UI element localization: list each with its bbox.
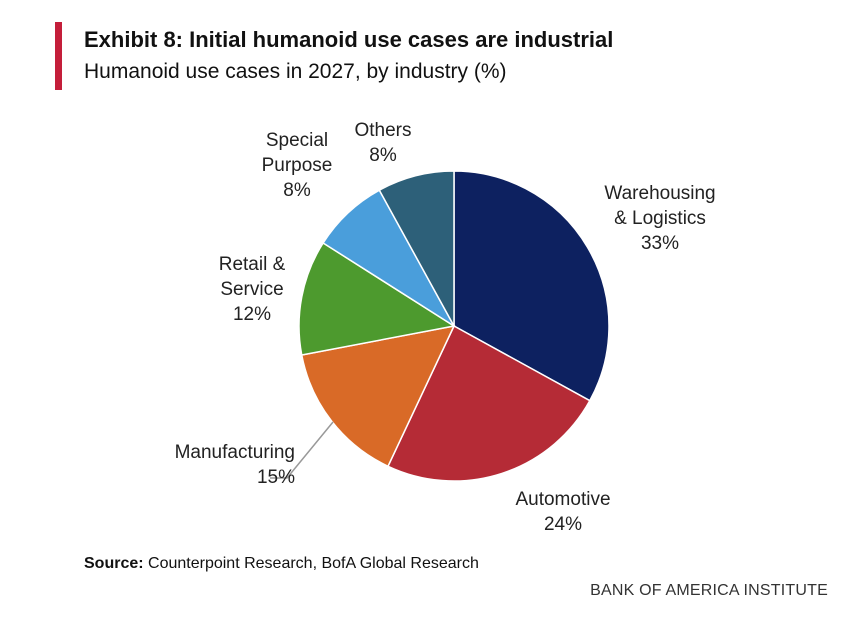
pie-slice [300,324,456,468]
pie-slice [387,324,591,482]
slice-category-label: Manufacturing [175,442,295,463]
slice-value-label: 33% [641,233,679,254]
slice-label: Special Purpose 8% [262,130,333,201]
pie-slice [298,241,457,356]
chart-title: Exhibit 8: Initial humanoid use cases ar… [84,27,614,52]
source-note: Source: Counterpoint Research, BofA Glob… [84,555,479,573]
source-prefix: Source: [84,555,144,572]
slice-category-label: Special [266,130,328,151]
slice-category-label: Purpose [262,155,333,176]
pie-slice [378,170,455,327]
slice-value-label: 8% [283,180,311,201]
source-text: Counterpoint Research, BofA Global Resea… [148,555,479,572]
slice-category-label: Retail & [219,254,286,275]
slice-label: Others 8% [354,120,411,166]
slice-category-label: & Logistics [614,208,706,229]
leader-line [270,421,334,479]
slice-label: Retail & Service 12% [219,254,286,325]
chart-subtitle: Humanoid use cases in 2027, by industry … [84,60,507,83]
slice-category-label: Others [354,120,411,141]
slice-label: Warehousing & Logistics 33% [604,183,715,254]
slice-category-label: Service [220,279,283,300]
slice-value-label: 8% [369,145,397,166]
slice-value-label: 24% [544,514,582,535]
slice-value-label: 12% [233,304,271,325]
slice-value-label: 15% [257,467,295,488]
slice-category-label: Warehousing [604,183,715,204]
slice-label: Automotive 24% [515,489,610,535]
slice-category-label: Automotive [515,489,610,510]
slice-label: Manufacturing 15% [175,442,296,488]
accent-bar [55,22,62,90]
brand-logo-text: BANK OF AMERICA INSTITUTE [590,582,828,599]
pie-slice [453,170,610,402]
